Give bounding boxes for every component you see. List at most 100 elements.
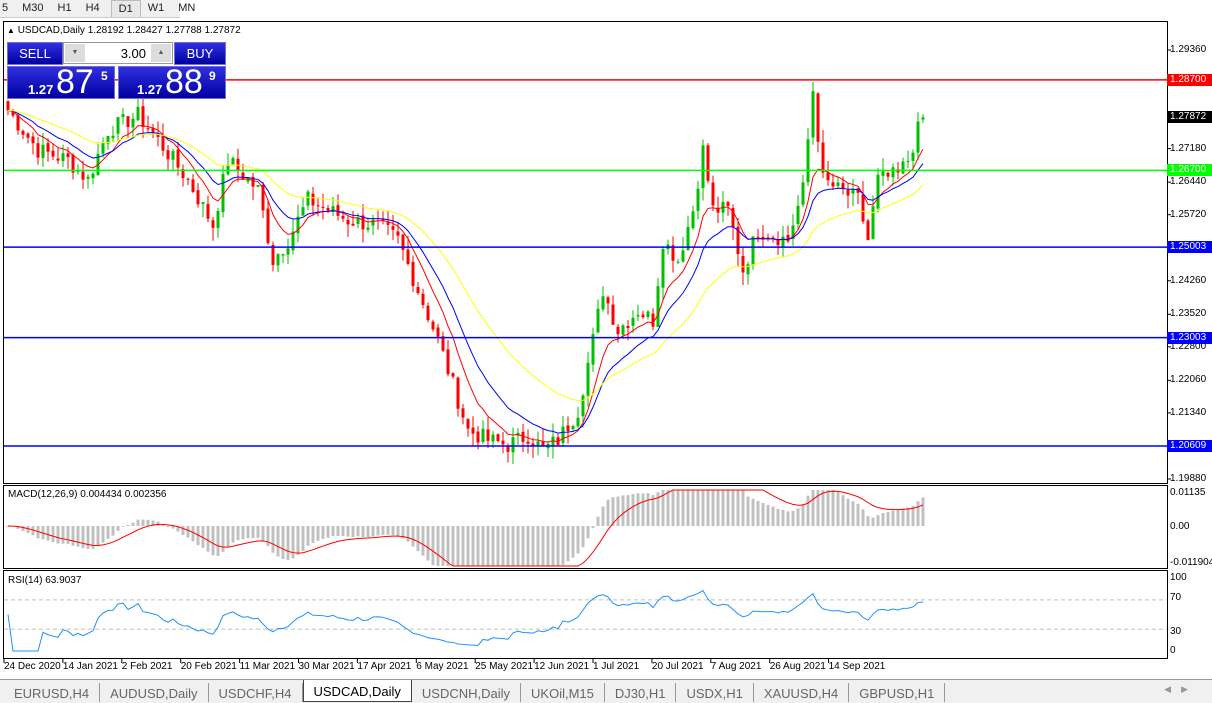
candle-body [161, 135, 165, 151]
level-price-label: 1.26700 [1167, 164, 1212, 177]
date-axis-label: 11 Mar 2021 [239, 661, 295, 672]
tab-scroll-arrows[interactable]: ◀▶ [1164, 684, 1198, 694]
tf-m5[interactable]: 5 [2, 2, 9, 14]
candle-body [481, 428, 485, 443]
candle-body [306, 191, 310, 206]
tab-dj30-h1[interactable]: DJ30,H1 [605, 683, 677, 702]
tf-mn[interactable]: MN [178, 2, 196, 14]
candle-body [26, 133, 30, 138]
date-axis-label: 6 May 2021 [416, 661, 469, 672]
candle-body [206, 203, 210, 219]
price-axis-label: 1.27180 [1170, 142, 1207, 154]
sell-price-button[interactable]: 1.27 87 5 [7, 63, 115, 101]
macd-histogram-bar [841, 495, 845, 526]
candle-body [421, 293, 425, 305]
buy-button[interactable]: BUY [174, 42, 226, 65]
date-axis-label: 7 Aug 2021 [710, 661, 762, 672]
candle-body [646, 311, 650, 318]
macd-histogram-bar [341, 526, 345, 536]
macd-histogram-bar [476, 526, 480, 566]
candle-body [271, 244, 275, 265]
lot-value[interactable]: 3.00 [120, 46, 146, 61]
macd-histogram-bar [76, 526, 80, 547]
candle-body [576, 417, 580, 427]
macd-histogram-bar [861, 509, 865, 526]
macd-histogram-bar [901, 508, 905, 526]
candle-body [166, 150, 170, 160]
macd-histogram-bar [351, 526, 355, 538]
candle-body [881, 171, 885, 176]
candle-body [836, 182, 840, 186]
macd-histogram-bar [461, 526, 465, 566]
tab-gbpusd-h1[interactable]: GBPUSD,H1 [849, 683, 946, 702]
lot-size-field[interactable]: ▼ 3.00 ▲ [63, 42, 173, 64]
level-price-label: 1.23003 [1167, 331, 1212, 344]
candle-body [186, 178, 190, 180]
buy-price-button[interactable]: 1.27 88 9 [118, 63, 226, 101]
tab-usdchf-h4[interactable]: USDCHF,H4 [209, 683, 303, 702]
candle-body [491, 434, 495, 442]
candle-body [556, 437, 560, 445]
level-price-label: 1.28700 [1167, 73, 1212, 86]
candle-body [631, 317, 635, 326]
candle-body [11, 110, 15, 116]
macd-histogram-bar [811, 490, 815, 526]
macd-histogram-bar [686, 490, 690, 526]
macd-histogram-bar [426, 526, 430, 561]
candle-body [371, 219, 375, 226]
buy-price-fraction: 9 [209, 69, 216, 83]
price-axis-label: 1.22800 [1170, 340, 1207, 352]
tab-usdcnh-daily[interactable]: USDCNH,Daily [412, 683, 522, 702]
macd-histogram-bar [66, 526, 70, 544]
tab-ukoil-m15[interactable]: UKOil,M15 [521, 683, 605, 702]
candle-body [221, 173, 225, 213]
lot-increase-button[interactable]: ▲ [151, 44, 171, 62]
price-axis-label: 1.24260 [1170, 274, 1207, 286]
sell-button[interactable]: SELL [7, 42, 63, 65]
candle-body [831, 182, 835, 187]
tf-h4[interactable]: H4 [85, 2, 100, 14]
candle-body [526, 441, 530, 444]
macd-histogram-bar [381, 526, 385, 535]
macd-histogram-bar [386, 526, 390, 535]
tf-m30[interactable]: M30 [22, 2, 44, 14]
candle-body [786, 235, 790, 242]
date-axis-label: 24 Dec 2020 [4, 661, 61, 672]
tf-w1[interactable]: W1 [147, 2, 165, 14]
candle-body [251, 176, 255, 187]
candle-body [536, 441, 540, 446]
tf-d1[interactable]: D1 [110, 0, 141, 17]
candle-body [701, 145, 705, 189]
candle-body [241, 172, 245, 180]
candle-body [176, 149, 180, 168]
ma-fast-line [7, 109, 924, 443]
macd-histogram-bar [56, 526, 60, 544]
tab-eurusd-h4[interactable]: EURUSD,H4 [4, 683, 101, 702]
sell-price-fraction: 5 [101, 69, 108, 83]
tf-h1[interactable]: H1 [57, 2, 72, 14]
candle-body [121, 114, 125, 118]
tab-xauusd-h4[interactable]: XAUUSD,H4 [754, 683, 850, 702]
macd-histogram-bar [121, 526, 125, 527]
macd-histogram-bar [601, 506, 605, 526]
candle-body [86, 176, 90, 179]
macd-histogram-bar [826, 490, 830, 526]
candle-body [141, 106, 145, 128]
macd-histogram-bar [251, 526, 255, 539]
candle-body [596, 308, 600, 333]
candle-body [216, 211, 220, 228]
rsi-panel[interactable] [3, 570, 1168, 659]
collapse-triangle-icon[interactable]: ▲ [7, 26, 15, 35]
candle-body [736, 226, 740, 255]
candle-body [756, 236, 760, 238]
timeframe-toolbar: 5 M30 H1 H4 D1 W1 MN [0, 0, 195, 18]
tab-usdcad-daily[interactable]: USDCAD,Daily [302, 680, 412, 702]
lot-decrease-button[interactable]: ▼ [65, 44, 85, 62]
candle-body [686, 226, 690, 250]
macd-histogram-bar [96, 526, 100, 547]
tab-usdx-h1[interactable]: USDX,H1 [676, 683, 754, 702]
macd-histogram-bar [751, 498, 755, 526]
rsi-header: RSI(14) 63.9037 [8, 575, 82, 586]
tab-audusd-daily[interactable]: AUDUSD,Daily [100, 683, 209, 702]
macd-histogram-bar [671, 490, 675, 526]
